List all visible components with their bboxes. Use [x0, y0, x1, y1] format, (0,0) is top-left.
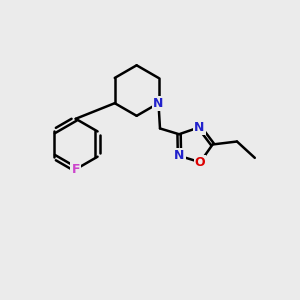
Text: F: F: [71, 163, 80, 176]
Text: N: N: [174, 149, 184, 162]
Text: N: N: [194, 121, 205, 134]
Text: N: N: [153, 97, 164, 110]
Text: O: O: [195, 156, 206, 169]
